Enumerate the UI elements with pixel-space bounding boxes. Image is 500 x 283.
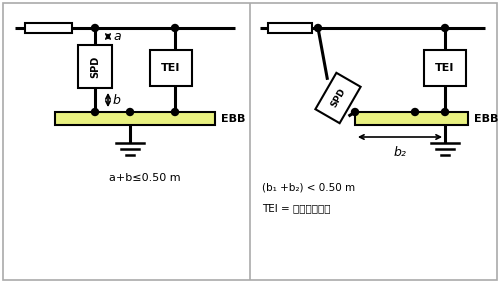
- Circle shape: [92, 108, 98, 115]
- Bar: [355, 112, 468, 125]
- Text: b₂: b₂: [394, 146, 406, 159]
- Bar: [78, 45, 112, 88]
- Text: b: b: [113, 93, 121, 106]
- Text: TEI: TEI: [436, 63, 454, 73]
- Circle shape: [172, 25, 178, 31]
- Circle shape: [92, 25, 98, 31]
- Circle shape: [442, 25, 448, 31]
- Text: TEI: TEI: [162, 63, 180, 73]
- Bar: [268, 23, 312, 33]
- Circle shape: [412, 108, 418, 115]
- Bar: [316, 73, 360, 123]
- Text: TEI = 终端设备接口: TEI = 终端设备接口: [262, 203, 330, 213]
- Bar: [424, 50, 466, 86]
- Text: SPD: SPD: [90, 55, 100, 78]
- Text: b₁: b₁: [328, 83, 346, 101]
- Text: a+b≤0.50 m: a+b≤0.50 m: [109, 173, 181, 183]
- Text: a: a: [113, 30, 120, 43]
- Circle shape: [126, 108, 134, 115]
- Text: (b₁ +b₂) < 0.50 m: (b₁ +b₂) < 0.50 m: [262, 183, 355, 193]
- Circle shape: [352, 108, 358, 115]
- Circle shape: [172, 108, 178, 115]
- Bar: [25, 23, 72, 33]
- Bar: [55, 112, 215, 125]
- Circle shape: [314, 25, 322, 31]
- Circle shape: [442, 108, 448, 115]
- Text: EBB: EBB: [474, 113, 498, 123]
- Text: SPD: SPD: [329, 87, 347, 109]
- Bar: [150, 50, 192, 86]
- Text: EBB: EBB: [221, 113, 246, 123]
